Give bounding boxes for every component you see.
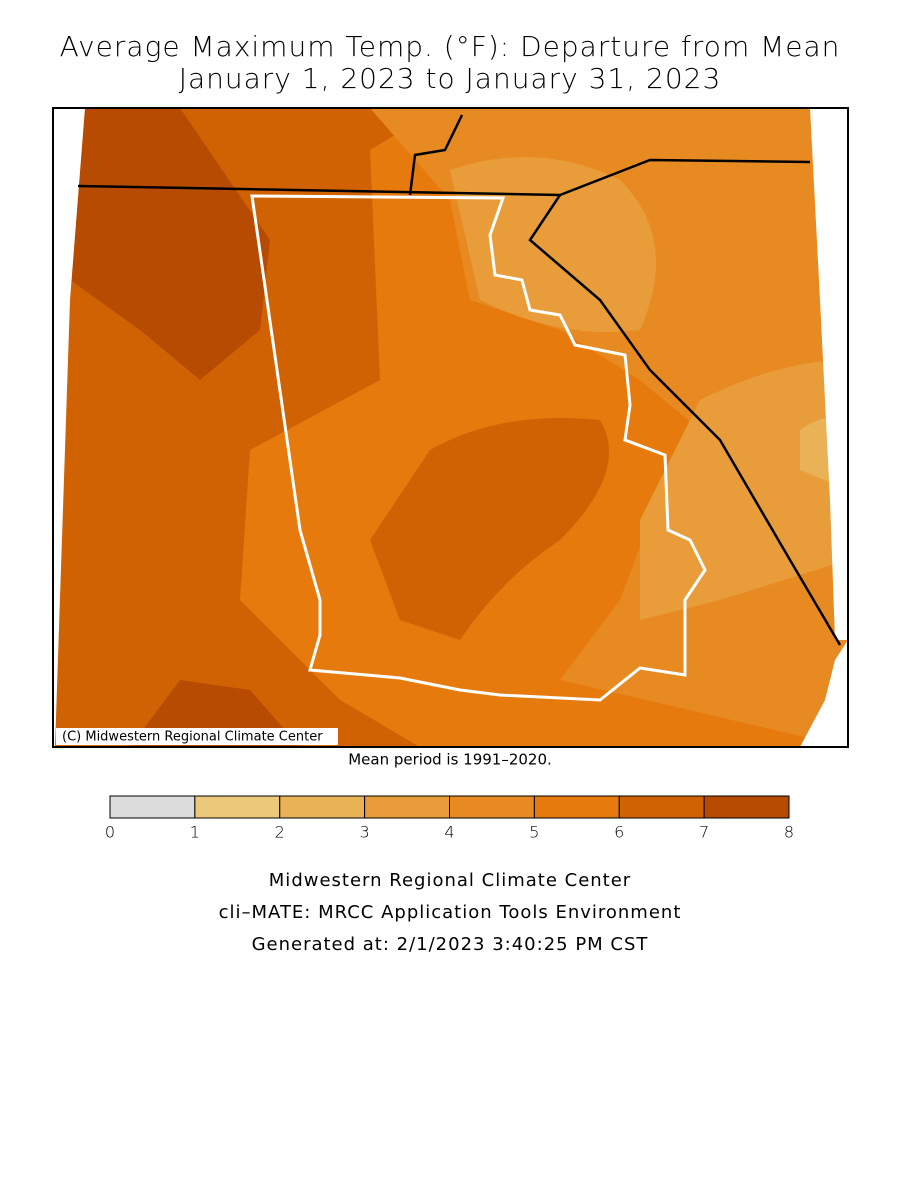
region [53, 108, 270, 380]
footer-line: Midwestern Regional Climate Center [269, 870, 631, 891]
legend-tick-label: 1 [190, 823, 200, 842]
legend-swatch [618, 795, 705, 819]
legend-tick-label: 0 [105, 823, 115, 842]
legend: 0 1 2 3 4 5 6 7 8 [105, 795, 794, 842]
water [810, 108, 848, 640]
legend-swatch [279, 795, 366, 819]
legend-tick-label: 4 [444, 823, 454, 842]
legend-swatch [109, 795, 196, 819]
water [53, 108, 85, 747]
legend-tick-label: 7 [699, 823, 709, 842]
title-line: January 1, 2023 to January 31, 2023 [179, 62, 722, 95]
credit-box [56, 728, 338, 745]
legend-swatch [533, 795, 620, 819]
state-border [408, 114, 464, 196]
map-frame [52, 107, 849, 748]
legend-swatch [364, 795, 450, 819]
credit: (C) Midwestern Regional Climate Center [62, 730, 323, 745]
legend-tick-label: 3 [360, 823, 370, 842]
footer-line: Generated at: 2/1/2023 3:40:25 PM CST [252, 934, 649, 955]
footer-line: cli–MATE: MRCC Application Tools Environ… [219, 902, 682, 923]
legend-tick-label: 8 [784, 823, 794, 842]
note: Mean period is 1991–2020. [348, 751, 552, 769]
legend-tick-label: 5 [529, 823, 539, 842]
legend-tick-label: 6 [614, 823, 624, 842]
legend-swatch [194, 795, 281, 819]
water [800, 640, 848, 747]
state-border [528, 194, 842, 646]
legend-tick-label: 2 [275, 823, 285, 842]
legend-swatch [449, 795, 535, 819]
title-line: Average Maximum Temp. (°F): Departure fr… [60, 30, 841, 63]
state-outline [250, 194, 707, 702]
state-border [77, 158, 811, 197]
region [370, 418, 609, 640]
map: (C) Midwestern Regional Climate Center [52, 107, 849, 748]
region [640, 360, 848, 620]
legend-swatch [703, 795, 790, 819]
